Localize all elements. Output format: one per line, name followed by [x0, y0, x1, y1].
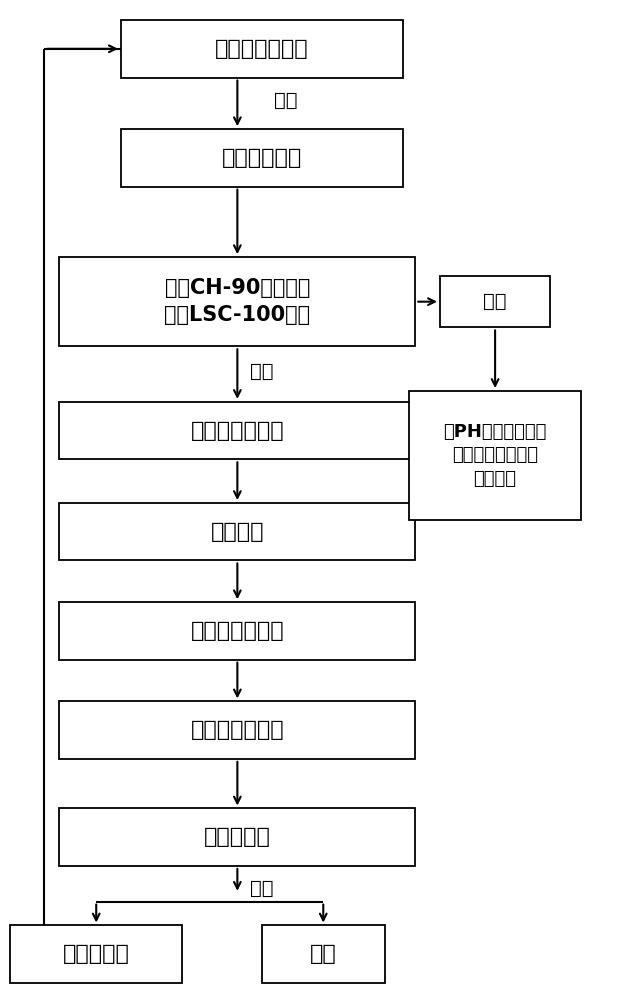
FancyBboxPatch shape — [59, 503, 415, 560]
Text: 镍板: 镍板 — [310, 944, 337, 964]
FancyBboxPatch shape — [59, 402, 415, 459]
Text: 调PH后排放或者用
于镀铜、镀铬的镀
件的清洗: 调PH后排放或者用 于镀铜、镀铬的镀 件的清洗 — [443, 423, 547, 488]
Text: 含氯化镍再生液: 含氯化镍再生液 — [190, 421, 284, 441]
Text: 杜笙CH-90树脂或者
蓝晓LSC-100树脂: 杜笙CH-90树脂或者 蓝晓LSC-100树脂 — [164, 278, 310, 325]
Text: 再生: 再生 — [249, 362, 273, 381]
Text: 出水: 出水 — [483, 292, 507, 311]
Text: 阴离子交换树脂: 阴离子交换树脂 — [190, 621, 284, 641]
Text: 氯化镍溶液: 氯化镍溶液 — [204, 827, 271, 847]
FancyBboxPatch shape — [59, 602, 415, 660]
FancyBboxPatch shape — [59, 808, 415, 866]
Text: 氧化沉淀: 氧化沉淀 — [211, 522, 264, 542]
Text: 多介质过滤器: 多介质过滤器 — [222, 148, 302, 168]
FancyBboxPatch shape — [121, 129, 403, 187]
FancyBboxPatch shape — [121, 20, 403, 78]
FancyBboxPatch shape — [440, 276, 550, 327]
FancyBboxPatch shape — [262, 925, 384, 983]
Text: 含镍废水调节池: 含镍废水调节池 — [215, 39, 309, 59]
FancyBboxPatch shape — [59, 701, 415, 759]
FancyBboxPatch shape — [409, 391, 581, 520]
FancyBboxPatch shape — [59, 257, 415, 346]
Text: 铜高选择性树脂: 铜高选择性树脂 — [190, 720, 284, 740]
Text: 水泵: 水泵 — [274, 91, 298, 110]
Text: 电解: 电解 — [249, 879, 273, 898]
Text: 电解残余液: 电解残余液 — [63, 944, 129, 964]
FancyBboxPatch shape — [11, 925, 182, 983]
